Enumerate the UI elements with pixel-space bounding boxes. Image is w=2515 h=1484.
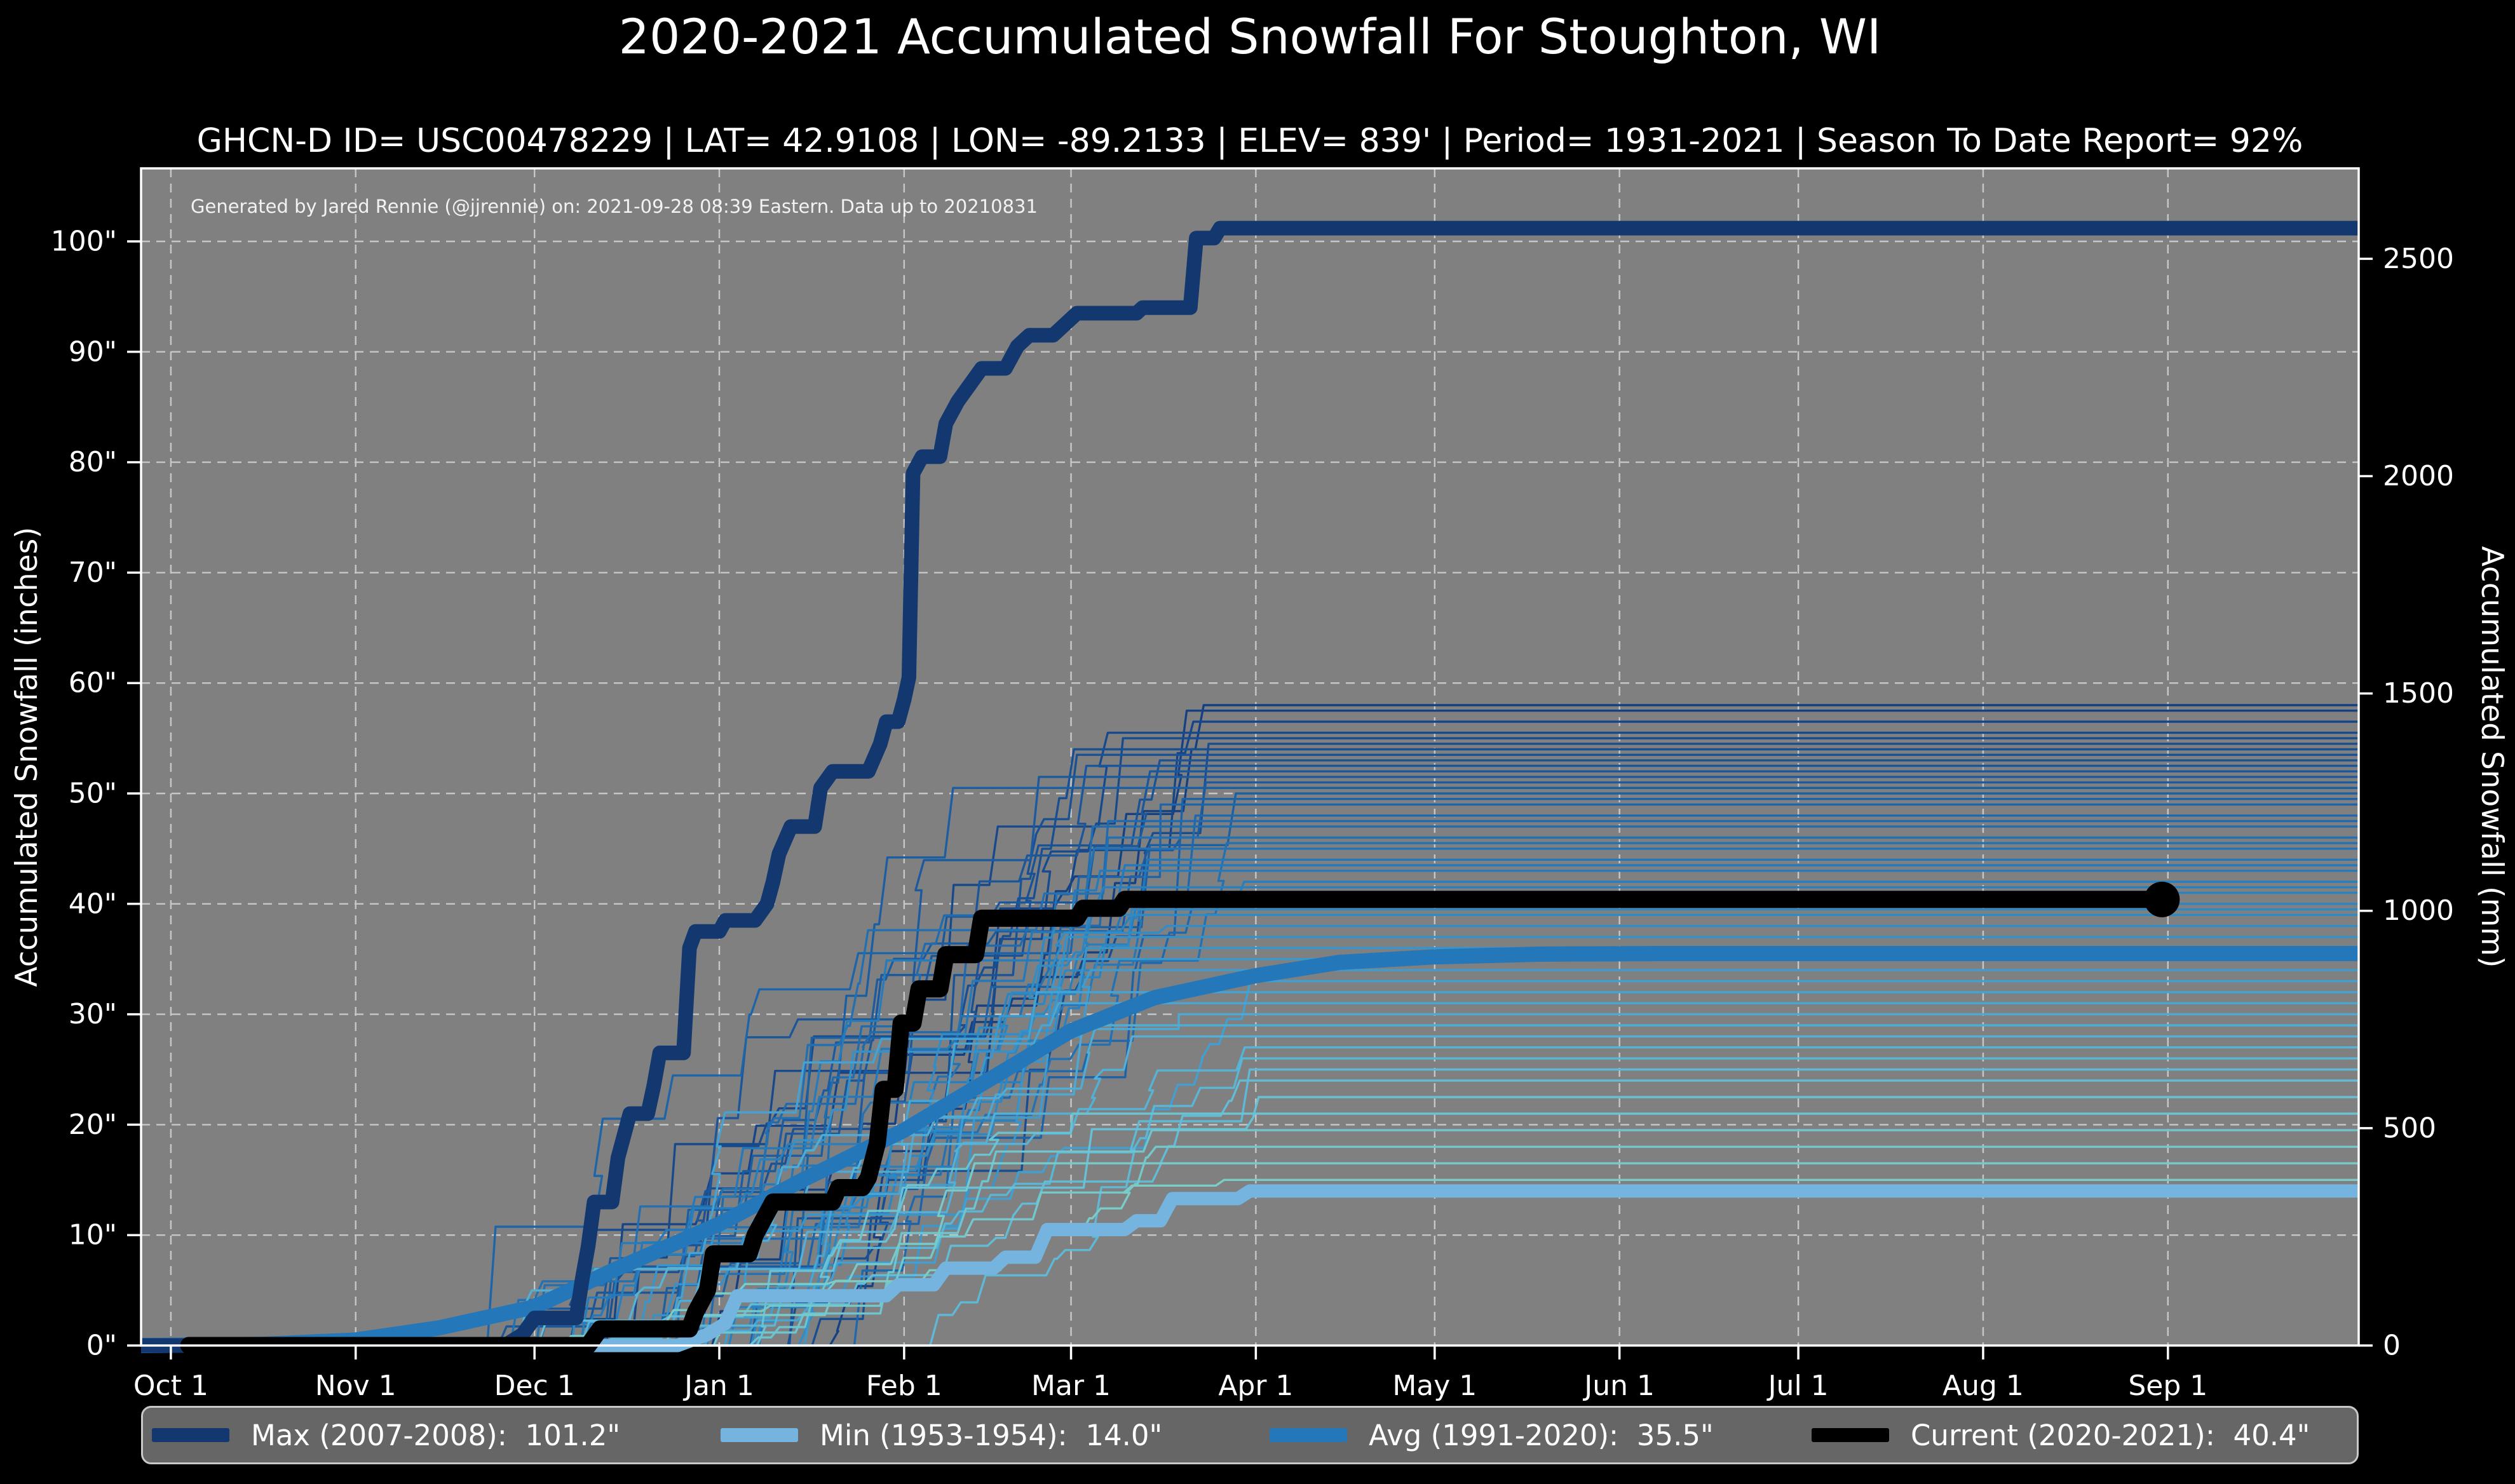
historical-season-line — [141, 776, 2359, 1347]
legend-item-max: Max (2007-2008): 101.2" — [152, 1408, 620, 1462]
y-right-tick-label: 2000 — [2383, 460, 2454, 492]
x-tick-label: Nov 1 — [315, 1370, 397, 1402]
y-right-tick-label: 0 — [2383, 1330, 2401, 1362]
x-tick-label: Dec 1 — [494, 1370, 575, 1402]
legend-item-current: Current (2020-2021): 40.4" — [1812, 1408, 2310, 1462]
y-left-tick-label: 70" — [69, 556, 117, 589]
x-tick-label: Oct 1 — [133, 1370, 208, 1402]
y-left-tick-label: 60" — [69, 667, 117, 699]
station-metadata-subtitle: GHCN-D ID= USC00478229 | LAT= 42.9108 | … — [196, 122, 2303, 160]
plot-border — [140, 167, 2360, 1347]
series-line-avg — [141, 946, 2359, 1353]
historical-season-line — [141, 759, 2359, 1347]
historical-season-line — [141, 1079, 2359, 1347]
historical-season-line — [141, 891, 2359, 1347]
historical-season-line — [141, 1096, 2359, 1347]
legend-swatch-min — [721, 1428, 798, 1442]
historical-season-line — [141, 1068, 2359, 1347]
legend-swatch-max — [152, 1428, 229, 1442]
x-tick-label: Apr 1 — [1218, 1370, 1293, 1402]
historical-season-line — [141, 991, 2359, 1347]
series-line-current — [180, 891, 2171, 1354]
legend-swatch-avg — [1270, 1428, 1347, 1442]
current-season-end-dot — [2144, 881, 2180, 917]
x-tick-label: May 1 — [1392, 1370, 1477, 1402]
historical-season-line — [141, 947, 2359, 1347]
x-tick-label: Jun 1 — [1582, 1370, 1655, 1402]
y-right-tick-label: 1500 — [2383, 677, 2454, 710]
y-right-tick-label: 500 — [2383, 1112, 2436, 1144]
legend-label-max: Max (2007-2008): 101.2" — [251, 1418, 621, 1452]
y-left-tick-label: 0" — [86, 1330, 117, 1362]
historical-season-line — [141, 803, 2359, 1347]
legend-label-min: Min (1953-1954): 14.0" — [820, 1418, 1163, 1452]
axis-tick-labels: 0" 10" 20" 30" 40" 50" 60" 70" 80" 90" 100" 0 500 100… — [51, 226, 2454, 1403]
series-line-max — [141, 220, 2359, 1353]
legend-label-avg: Avg (1991-2020): 35.5" — [1369, 1418, 1714, 1452]
legend-swatch-current — [1812, 1428, 1889, 1442]
historical-season-line — [141, 1024, 2359, 1347]
y-left-tick-label: 90" — [69, 335, 117, 368]
page-title: 2020-2021 Accumulated Snowfall For Stoug… — [618, 8, 1881, 65]
historical-season-line — [141, 786, 2359, 1347]
y-left-tick-label: 30" — [69, 998, 117, 1030]
legend-label-current: Current (2020-2021): 40.4" — [1911, 1418, 2310, 1452]
historical-season-line — [141, 1162, 2359, 1347]
x-tick-label: Feb 1 — [866, 1370, 942, 1402]
y-left-tick-label: 20" — [69, 1109, 117, 1141]
y-right-tick-label: 1000 — [2383, 894, 2454, 927]
y-left-tick-label: 10" — [69, 1219, 117, 1251]
legend-item-avg: Avg (1991-2020): 35.5" — [1270, 1408, 1714, 1462]
generated-by-annotation: Generated by Jared Rennie (@jjrennie) on… — [191, 196, 1038, 217]
series-line-min — [141, 1184, 2359, 1352]
y-left-tick-label: 100" — [51, 226, 117, 258]
historical-season-line — [141, 1035, 2359, 1347]
x-tick-label: Aug 1 — [1942, 1370, 2024, 1402]
y-left-axis-title: Accumulated Snowfall (inches) — [10, 527, 44, 987]
x-tick-label: Sep 1 — [2128, 1370, 2207, 1402]
y-left-tick-label: 80" — [69, 446, 117, 478]
y-left-tick-label: 50" — [69, 778, 117, 810]
y-right-axis-title: Accumulated Snowfall (mm) — [2474, 546, 2509, 968]
x-tick-label: Jan 1 — [682, 1370, 754, 1402]
x-tick-label: Jul 1 — [1766, 1370, 1829, 1402]
y-left-tick-label: 40" — [69, 887, 117, 920]
chart-legend: Max (2007-2008): 101.2" Min (1953-1954):… — [141, 1406, 2359, 1464]
plot-area — [141, 168, 2359, 1354]
legend-item-min: Min (1953-1954): 14.0" — [721, 1408, 1162, 1462]
historical-season-line — [141, 1112, 2359, 1347]
y-right-tick-label: 2500 — [2383, 243, 2454, 275]
x-tick-label: Mar 1 — [1031, 1370, 1111, 1402]
